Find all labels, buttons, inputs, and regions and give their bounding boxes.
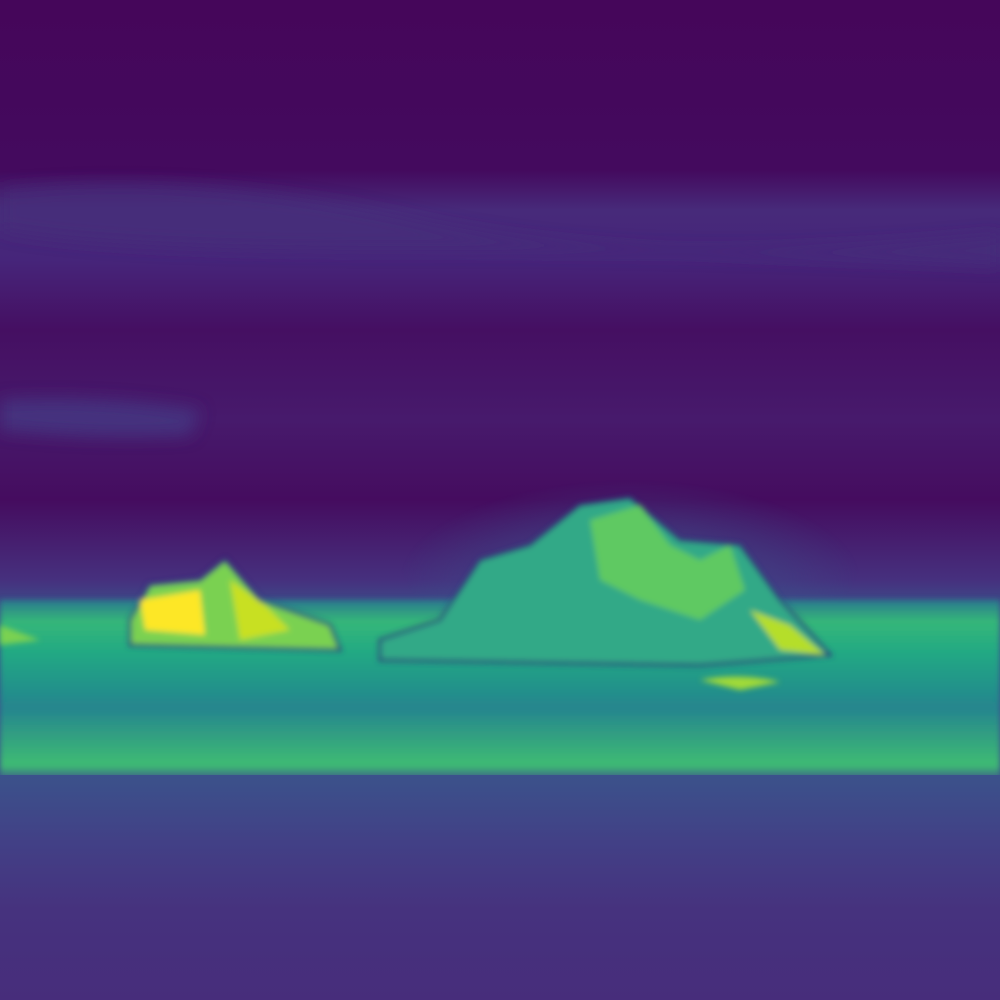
left-edge-highlight: [0, 625, 40, 645]
left-mountain-highlight: [140, 590, 205, 635]
main-mountain-highlight: [750, 610, 825, 655]
left-mountain-highlight: [230, 580, 290, 640]
ground-highlight: [700, 676, 780, 690]
foreground: [0, 775, 1000, 1000]
cloud: [0, 398, 200, 437]
mountains: [0, 496, 834, 690]
cloud-band: [0, 184, 1000, 265]
clouds: [0, 184, 1000, 437]
main-mountain-highlight: [590, 505, 745, 620]
